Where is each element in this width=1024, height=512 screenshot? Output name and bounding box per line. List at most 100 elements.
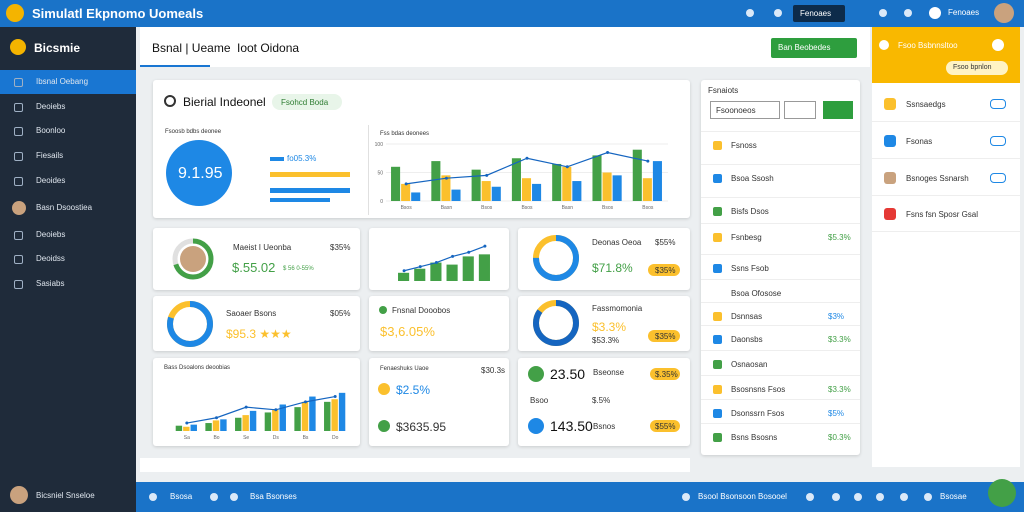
sidebar-item[interactable]: Sasiabs [36,279,65,288]
toolbar-icon [746,9,754,17]
badge-text: $35% [655,332,676,341]
toolbar-icon [774,9,782,17]
sidebar-item[interactable]: Boonloo [36,126,66,135]
bar [462,256,474,281]
bottom-icon [924,493,932,501]
card-value: $95.3 ★★★ [226,327,292,341]
bottom-item[interactable]: Bsosae [940,492,967,501]
trend-point [244,405,248,409]
list-item[interactable]: Bsns Bsosns [731,433,778,442]
badge-text: $35% [655,266,676,275]
chart-title: Bass Dsoalons deoobias [164,365,231,371]
chart-title: Fss bdas deonees [380,131,430,137]
user-name: Fenoaes [948,8,980,17]
item-icon [14,231,23,240]
panel-item[interactable]: Bsnoges Ssnarsh [906,174,969,183]
status-icon [528,366,544,382]
primary-button[interactable] [771,38,857,58]
bar [652,161,662,201]
x-tick-label: Sa [184,435,190,441]
sidebar-item[interactable]: Ibsnal Oebang [36,77,89,86]
sidebar-item[interactable]: Deoidss [36,254,65,263]
list-button[interactable] [823,101,853,119]
x-tick-label: Bs [303,435,309,441]
search-box[interactable] [793,5,845,22]
bar-decor [270,198,330,202]
card-label: Fnsnal Dooobos [392,306,451,315]
panel-item-toggle[interactable] [990,99,1006,109]
x-tick-label: Se [243,435,249,441]
badge [650,420,680,432]
bar [471,169,481,201]
row-icon [713,335,722,344]
x-tick-label: Bsos [642,205,654,211]
panel-item[interactable]: Ssnsaedgs [906,100,946,109]
badge-text: Fsohcd Boda [281,98,329,107]
bar [183,426,190,431]
donut [533,300,579,346]
row-divider [701,254,860,255]
status-dot [379,306,387,314]
toolbar-icon [879,9,887,17]
sidebar-item[interactable]: Fiesails [36,151,64,160]
row-divider [872,195,1020,196]
bar [612,175,622,201]
panel-item[interactable]: Fsonas [906,137,933,146]
panel-input[interactable] [946,61,1008,75]
list-item[interactable]: Dsonssrn Fsos [731,409,785,418]
panel-item-icon [884,208,896,220]
fab-button[interactable] [988,479,1016,507]
bar [391,166,401,201]
bottom-item[interactable]: Bsosa [170,492,193,501]
list-item[interactable]: Bsosnsns Fsos [731,385,786,394]
panel-icon [879,40,889,50]
bar [552,163,562,201]
list-item[interactable]: Dsnnsas [731,312,763,321]
trend-point [274,408,278,412]
tab[interactable]: Ioot Oidona [237,41,300,55]
sidebar-item[interactable]: Deoiebs [36,230,66,239]
list-item[interactable]: Fsnbesg [731,233,762,242]
row-divider [701,302,860,303]
bottom-icon [210,493,218,501]
bar [324,401,331,431]
panel-item-toggle[interactable] [990,173,1006,183]
badge-text: $55% [655,422,676,431]
bottom-item[interactable]: Bsa Bsonses [250,492,297,501]
bar [431,161,441,201]
tab[interactable]: Bsnal | Ueame [152,41,231,55]
trend-point [215,416,218,420]
list-input[interactable] [710,101,780,119]
sidebar-item[interactable]: Basn Dsoostiea [36,203,93,212]
bar-chart: Sa Bo Se Ds Bs Do [175,392,346,441]
bar [511,158,521,201]
card-label: Saoaer Bsons [226,309,277,318]
list-item[interactable]: Bisfs Dsos [731,207,769,216]
list-item[interactable]: Daonsbs [731,335,763,344]
title-icon [164,95,176,107]
list-item[interactable]: Bsoa Ofosose [731,289,782,298]
card-value: $71.8% [592,261,633,275]
card-summary [369,358,509,446]
panel-item[interactable]: Fsns fsn Sposr Gsal [906,210,979,219]
trend-point [451,254,455,258]
card-value: $2.5% [396,383,431,397]
panel-item-icon [884,98,896,110]
item-icon [14,78,23,87]
brand-logo [10,39,26,55]
trend-point [485,173,489,177]
panel-item-icon [884,172,896,184]
donut-value [167,301,213,347]
panel-item-toggle[interactable] [990,136,1006,146]
list-item[interactable]: Bsoa Ssosh [731,174,774,183]
app-title: Simulatl Ekpnomo Uomeals [32,6,204,21]
trend-point [304,400,307,404]
sidebar-item[interactable]: Deoides [36,176,66,185]
sidebar-footer: Bicsniel Snseloe [36,491,95,500]
list-item[interactable]: Osnaosan [731,360,768,369]
sidebar-item[interactable]: Deoiebs [36,102,66,111]
badge [648,264,680,276]
list-item[interactable]: Ssns Fsob [731,264,769,273]
list-select[interactable] [784,101,816,119]
list-item[interactable]: Fsnoss [731,141,757,150]
